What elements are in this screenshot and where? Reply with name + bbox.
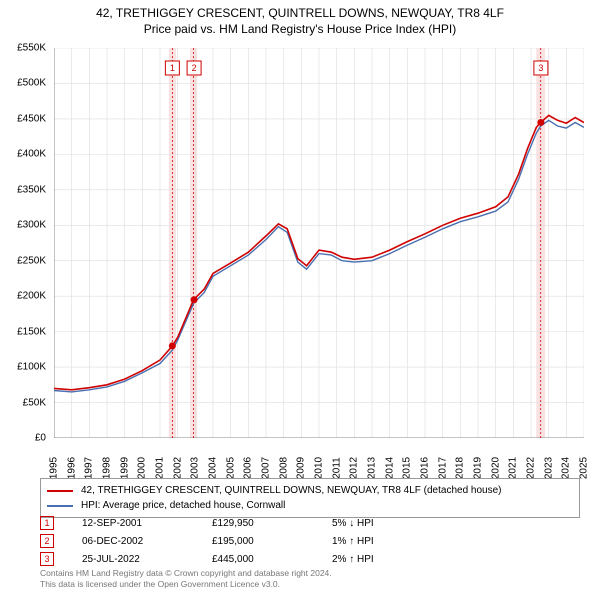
sale-delta: 1% ↑ HPI (332, 536, 442, 547)
x-tick-label: 2022 (526, 457, 537, 479)
x-tick-label: 2000 (137, 457, 148, 479)
y-tick-label: £500K (17, 78, 46, 89)
y-tick-label: £300K (17, 220, 46, 231)
legend-box: 42, TRETHIGGEY CRESCENT, QUINTRELL DOWNS… (40, 478, 580, 518)
legend-swatch-property (47, 490, 73, 492)
x-tick-label: 2011 (331, 457, 342, 479)
x-tick-label: 2013 (367, 457, 378, 479)
x-tick-label: 2001 (155, 457, 166, 479)
chart-svg: 1 2 3 (54, 48, 584, 438)
x-tick-label: 2003 (190, 457, 201, 479)
y-tick-label: £200K (17, 291, 46, 302)
legend-label-hpi: HPI: Average price, detached house, Corn… (81, 498, 285, 513)
sale-badge: 1 (40, 516, 54, 530)
y-tick-label: £0 (35, 433, 46, 444)
sale-price: £195,000 (212, 536, 332, 547)
x-tick-label: 1996 (66, 457, 77, 479)
x-tick-label: 2005 (225, 457, 236, 479)
sale-badge: 2 (40, 534, 54, 548)
x-tick-label: 2023 (543, 457, 554, 479)
x-tick-label: 2024 (561, 457, 572, 479)
x-tick-label: 2009 (296, 457, 307, 479)
x-tick-label: 2017 (437, 457, 448, 479)
y-tick-label: £550K (17, 43, 46, 54)
y-tick-label: £100K (17, 362, 46, 373)
x-tick-label: 2014 (384, 457, 395, 479)
x-tick-label: 2015 (402, 457, 413, 479)
x-tick-label: 1997 (84, 457, 95, 479)
svg-text:2: 2 (192, 63, 197, 73)
chart-plot-area: 1 2 3 (54, 48, 584, 438)
x-tick-label: 2020 (490, 457, 501, 479)
sale-delta: 2% ↑ HPI (332, 554, 442, 565)
x-tick-label: 2008 (278, 457, 289, 479)
x-tick-label: 1995 (49, 457, 60, 479)
sale-row: 1 12-SEP-2001£129,9505% ↓ HPI (40, 514, 580, 532)
svg-text:3: 3 (538, 63, 543, 73)
x-tick-label: 2018 (455, 457, 466, 479)
sales-table: 1 12-SEP-2001£129,9505% ↓ HPI 2 06-DEC-2002… (40, 514, 580, 568)
figure-container: 42, TRETHIGGEY CRESCENT, QUINTRELL DOWNS… (0, 0, 600, 590)
x-tick-label: 2021 (508, 457, 519, 479)
chart-title: 42, TRETHIGGEY CRESCENT, QUINTRELL DOWNS… (0, 0, 600, 20)
x-tick-label: 2007 (261, 457, 272, 479)
x-tick-label: 2010 (314, 457, 325, 479)
x-tick-label: 2016 (420, 457, 431, 479)
y-tick-label: £450K (17, 113, 46, 124)
x-tick-label: 2025 (579, 457, 590, 479)
legend-swatch-hpi (47, 505, 73, 507)
sale-price: £445,000 (212, 554, 332, 565)
footer-line1: Contains HM Land Registry data © Crown c… (40, 568, 332, 579)
legend-label-property: 42, TRETHIGGEY CRESCENT, QUINTRELL DOWNS… (81, 483, 502, 498)
x-tick-label: 2002 (172, 457, 183, 479)
y-tick-label: £350K (17, 184, 46, 195)
x-tick-label: 2004 (208, 457, 219, 479)
x-tick-label: 1999 (119, 457, 130, 479)
x-tick-label: 2012 (349, 457, 360, 479)
chart-subtitle: Price paid vs. HM Land Registry's House … (0, 20, 600, 36)
sale-date: 06-DEC-2002 (82, 536, 212, 547)
sale-price: £129,950 (212, 518, 332, 529)
x-axis-labels: 1995199619971998199920002001200220032004… (54, 440, 584, 476)
y-tick-label: £150K (17, 326, 46, 337)
sale-delta: 5% ↓ HPI (332, 518, 442, 529)
footer-line2: This data is licensed under the Open Gov… (40, 579, 332, 590)
legend-row-hpi: HPI: Average price, detached house, Corn… (47, 498, 573, 513)
sale-row: 3 25-JUL-2022£445,0002% ↑ HPI (40, 550, 580, 568)
y-tick-label: £400K (17, 149, 46, 160)
footer-attribution: Contains HM Land Registry data © Crown c… (40, 568, 332, 589)
x-tick-label: 2019 (473, 457, 484, 479)
sale-badge: 3 (40, 552, 54, 566)
x-tick-label: 1998 (102, 457, 113, 479)
y-tick-label: £50K (23, 397, 46, 408)
y-tick-label: £250K (17, 255, 46, 266)
sale-date: 25-JUL-2022 (82, 554, 212, 565)
svg-text:1: 1 (170, 63, 175, 73)
sale-date: 12-SEP-2001 (82, 518, 212, 529)
sale-row: 2 06-DEC-2002£195,0001% ↑ HPI (40, 532, 580, 550)
legend-row-property: 42, TRETHIGGEY CRESCENT, QUINTRELL DOWNS… (47, 483, 573, 498)
x-tick-label: 2006 (243, 457, 254, 479)
y-axis-labels: £0£50K£100K£150K£200K£250K£300K£350K£400… (0, 48, 50, 438)
